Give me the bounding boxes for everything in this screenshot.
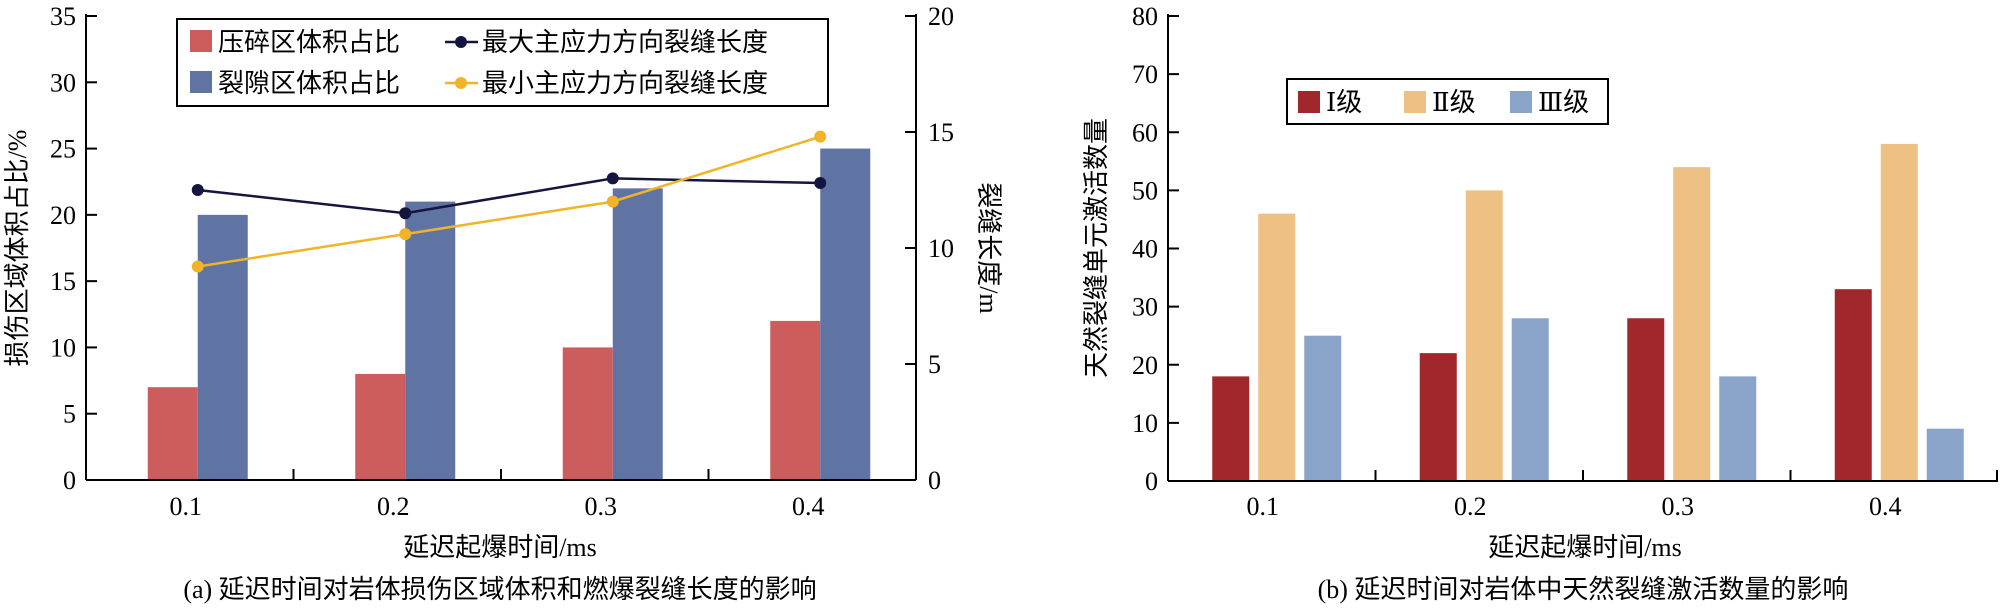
chart-a-xlabel: 延迟起爆时间/ms [403,533,597,562]
x-tick-label: 0.2 [377,492,410,521]
y2-tick-label: 20 [928,2,954,31]
min-stress-crack-point [814,130,827,143]
legend-swatch [1510,91,1532,113]
y-tick-label: 30 [1132,293,1158,322]
y-tick-label: 10 [1132,409,1158,438]
bar-crushed-zone [770,320,821,480]
max-stress-crack-point [191,184,204,196]
bar-fracture-zone [820,148,871,481]
min-stress-crack-line [197,135,821,268]
bar-grade-1 [1834,289,1872,481]
x-tick-label: 0.2 [1454,492,1487,521]
min-stress-crack-point [399,228,412,241]
y-tick-label: 50 [1132,176,1158,205]
max-stress-crack-point [399,207,412,220]
bar-grade-2 [1880,143,1918,481]
chart-b-ylabel: 天然裂缝单元激活数量 [1082,118,1111,378]
y2-tick-label: 10 [928,234,954,263]
legend-marker [455,36,467,48]
y2-tick-label: 15 [928,118,954,147]
y-tick-label: 30 [50,68,76,97]
bar-grade-2 [1673,167,1711,481]
x-tick-label: 0.4 [792,492,825,521]
bar-fracture-zone [197,214,248,480]
legend-swatch [190,71,212,93]
y-tick-label: 15 [50,267,76,296]
chart-b: (b) 延迟时间对岩体中天然裂缝激活数量的影响 延迟起爆时间/ms 天然裂缝单元… [1082,2,1998,604]
bar-grade-3 [1304,335,1342,481]
y-tick-label: 20 [1132,351,1158,380]
bar-grade-1 [1627,318,1665,481]
bar-grade-3 [1511,318,1549,481]
bar-grade-1 [1212,376,1250,481]
bar-crushed-zone [355,373,406,480]
legend-b: Ⅰ级 Ⅱ级 Ⅲ级 [1286,78,1609,125]
bar-grade-1 [1419,353,1457,481]
bar-grade-2 [1465,190,1503,481]
legend-label: 裂隙区体积占比 [218,69,400,98]
x-tick-label: 0.3 [1662,492,1695,521]
y2-tick-label: 5 [928,350,941,379]
bar-crushed-zone [562,347,613,480]
x-tick-label: 0.3 [585,492,618,521]
x-tick-label: 0.4 [1869,492,1902,521]
y-tick-label: 80 [1132,2,1158,31]
chart-b-title: (b) 延迟时间对岩体中天然裂缝激活数量的影响 [1318,575,1849,604]
legend-swatch [1298,91,1320,113]
legend-label: 最小主应力方向裂缝长度 [482,69,768,98]
chart-b-xlabel: 延迟起爆时间/ms [1488,533,1682,562]
legend-label: Ⅲ级 [1538,88,1589,117]
y2-tick-label: 0 [928,466,941,495]
bar-grade-3 [1926,428,1964,481]
y-tick-label: 10 [50,333,76,362]
y-tick-label: 40 [1132,235,1158,264]
max-stress-crack-line [197,177,821,215]
x-tick-label: 0.1 [170,492,203,521]
legend-swatch [1404,91,1426,113]
y-tick-label: 35 [50,2,76,31]
legend-label: Ⅰ级 [1326,88,1362,117]
bar-grade-2 [1258,213,1296,481]
y-tick-label: 0 [63,466,76,495]
legend-box [1286,78,1609,125]
legend-swatch [190,30,212,52]
chart-a-ylabel: 损伤区域体积占比/% [3,130,32,367]
y-tick-label: 5 [63,400,76,429]
chart-a-y2label: 裂缝长度/m [974,182,1003,313]
y-tick-label: 0 [1145,467,1158,496]
min-stress-crack-point [606,195,619,208]
bar-grade-3 [1719,376,1757,481]
x-tick-label: 0.1 [1247,492,1280,521]
min-stress-crack-point [191,260,204,273]
chart-a-title: (a) 延迟时间对岩体损伤区域体积和燃爆裂缝长度的影响 [183,575,816,604]
bar-fracture-zone [612,188,663,481]
y-tick-label: 20 [50,201,76,230]
legend-box [176,18,829,107]
legend-label: 压碎区体积占比 [218,28,400,57]
bar-fracture-zone [405,201,456,480]
legend-label: 最大主应力方向裂缝长度 [482,28,768,57]
y-tick-label: 25 [50,135,76,164]
legend-label: Ⅱ级 [1432,88,1476,117]
y-tick-label: 60 [1132,118,1158,147]
bar-crushed-zone [147,387,198,480]
max-stress-crack-point [606,172,619,185]
chart-a: (a) 延迟时间对岩体损伤区域体积和燃爆裂缝长度的影响 延迟起爆时间/ms 损伤… [3,2,1003,604]
max-stress-crack-point [814,177,827,190]
y-tick-label: 70 [1132,60,1158,89]
legend-marker [455,77,467,89]
